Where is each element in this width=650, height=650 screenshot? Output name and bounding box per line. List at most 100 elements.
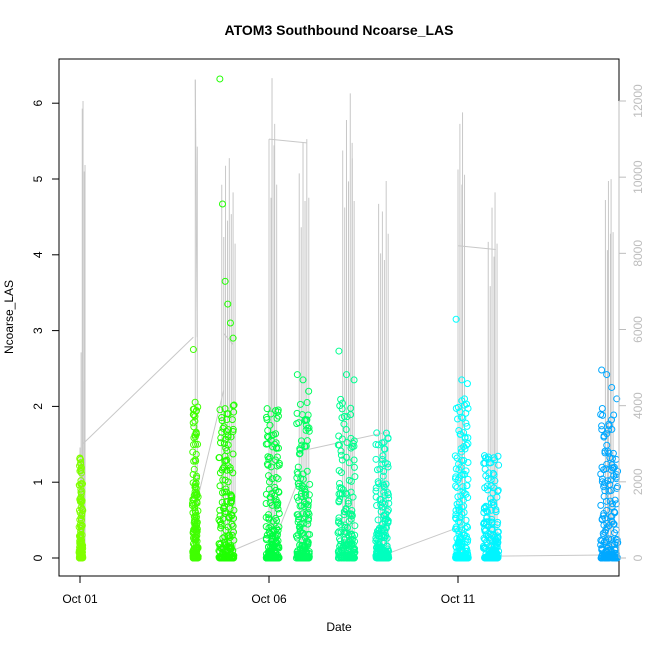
data-point [224, 478, 232, 486]
secondary-connector-line [82, 336, 194, 445]
data-point [300, 498, 308, 506]
data-point [460, 509, 468, 517]
data-point [78, 521, 86, 529]
data-point [342, 426, 350, 434]
data-point [384, 460, 392, 468]
data-point [382, 480, 390, 488]
data-point [610, 508, 618, 516]
data-point [464, 494, 472, 502]
data-point [224, 462, 232, 470]
data-point [334, 529, 342, 537]
data-point [480, 544, 488, 552]
data-point [337, 447, 345, 455]
data-point [271, 483, 279, 491]
data-point [229, 469, 237, 477]
data-point [273, 517, 281, 525]
data-point [488, 515, 496, 523]
data-point [338, 405, 346, 413]
data-point [348, 510, 356, 518]
data-point [381, 500, 389, 508]
data-point [451, 452, 459, 460]
data-point [225, 426, 233, 434]
data-point [230, 536, 238, 544]
data-point [385, 547, 393, 555]
data-point [347, 477, 355, 485]
data-point [383, 534, 391, 542]
data-point [218, 417, 226, 425]
data-point [614, 539, 622, 547]
data-point [495, 461, 503, 469]
data-point [384, 435, 392, 443]
data-point [273, 530, 281, 538]
data-point [79, 545, 87, 553]
y2-tick-label: 10000 [631, 160, 645, 194]
data-point [220, 440, 228, 448]
data-point [306, 530, 314, 538]
data-point [335, 514, 343, 522]
data-point [492, 506, 500, 514]
data-point [305, 553, 313, 561]
data-point [493, 554, 501, 562]
data-point [380, 467, 388, 475]
data-point [490, 501, 498, 509]
data-point [384, 463, 392, 471]
data-point [350, 546, 358, 554]
data-point [306, 480, 314, 488]
data-point [462, 490, 470, 498]
data-point [230, 408, 238, 416]
data-point [603, 506, 611, 514]
data-point [226, 504, 234, 512]
data-point [296, 449, 304, 457]
data-point [78, 487, 86, 495]
data-point [193, 499, 201, 507]
data-point [272, 474, 280, 482]
data-point [350, 456, 358, 464]
data-point [464, 404, 472, 412]
data-point [482, 503, 490, 511]
data-point [609, 520, 617, 528]
data-point [345, 517, 353, 525]
data-point [372, 487, 380, 495]
data-point [613, 484, 621, 492]
data-point [351, 473, 359, 481]
data-point [305, 424, 313, 432]
data-point [351, 522, 359, 530]
data-point [229, 334, 237, 342]
y-tick-label: 5 [31, 175, 45, 182]
data-point [274, 412, 282, 420]
data-point [605, 535, 613, 543]
data-point [342, 489, 350, 497]
data-point [189, 419, 197, 427]
data-point [271, 440, 279, 448]
data-point [384, 554, 392, 562]
data-point [610, 411, 618, 419]
data-point [293, 409, 301, 417]
data-point [489, 498, 497, 506]
data-point [230, 401, 238, 409]
data-point [373, 429, 381, 437]
y-axis-title: Ncoarse_LAS [2, 280, 16, 354]
data-point [76, 462, 84, 470]
data-point [462, 419, 470, 427]
data-point [452, 482, 460, 490]
data-point [299, 376, 307, 384]
data-point [303, 437, 311, 445]
data-point [489, 469, 497, 477]
data-point [192, 440, 200, 448]
data-point [379, 452, 387, 460]
y-tick-label: 0 [31, 554, 45, 561]
y-tick-label: 6 [31, 100, 45, 107]
data-point [459, 483, 467, 491]
data-point [267, 410, 275, 418]
data-point [463, 522, 471, 530]
data-point [379, 538, 387, 546]
data-point [219, 200, 227, 208]
data-point [222, 485, 230, 493]
data-point [608, 383, 616, 391]
data-point [464, 458, 472, 466]
data-point [598, 404, 606, 412]
data-point [348, 507, 356, 515]
data-point [350, 376, 358, 384]
data-point [385, 499, 393, 507]
data-point [217, 439, 225, 447]
